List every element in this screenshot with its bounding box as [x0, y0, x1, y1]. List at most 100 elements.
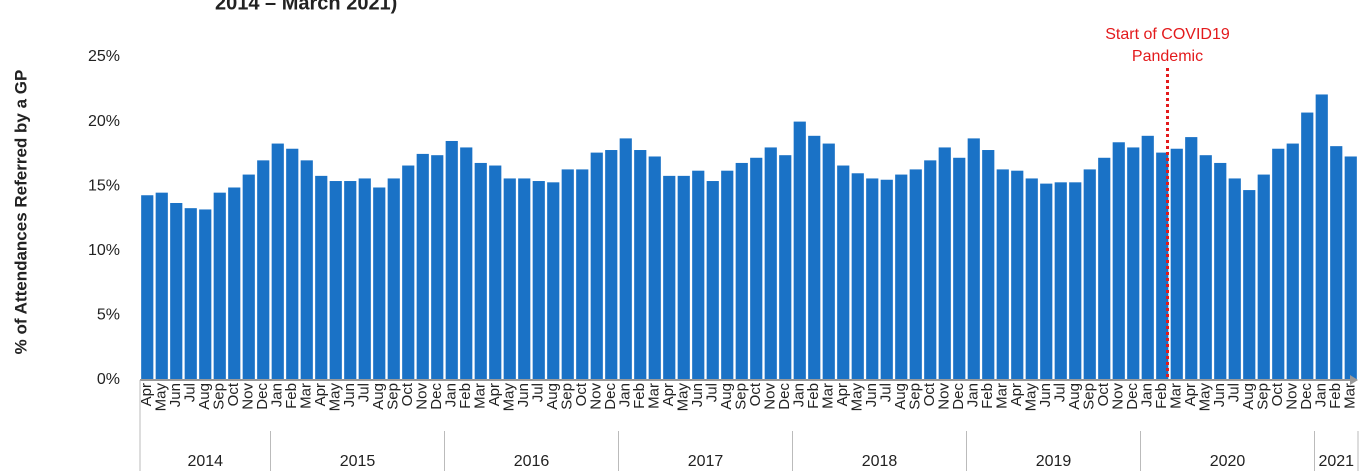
x-tick-label: Nov — [414, 383, 431, 410]
x-tick-label: May — [675, 383, 692, 412]
x-tick-label: Apr — [312, 383, 329, 406]
x-tick-label: Oct — [225, 382, 242, 406]
x-tick-label: Apr — [1008, 383, 1025, 406]
annotation-text: Pandemic — [1132, 48, 1203, 65]
x-tick-label: Jun — [689, 383, 706, 407]
bar — [561, 169, 574, 380]
bar — [1243, 190, 1256, 380]
x-tick-label: Sep — [211, 383, 228, 410]
x-tick-label: Aug — [1240, 383, 1257, 410]
bar — [315, 175, 328, 380]
x-tick-label: Jun — [1211, 383, 1228, 407]
x-tick-label: Jul — [182, 383, 199, 402]
bar — [1098, 157, 1111, 380]
bar — [677, 175, 690, 380]
x-tick-label: Sep — [733, 383, 750, 410]
bar — [300, 160, 313, 380]
bar — [402, 165, 415, 380]
x-tick-label: Mar — [472, 383, 489, 409]
x-tick-label: Sep — [907, 383, 924, 410]
x-tick-label: Aug — [1066, 383, 1083, 410]
x-tick-label: Jul — [878, 383, 895, 402]
bar — [1083, 169, 1096, 380]
x-tick-label: Jan — [617, 383, 634, 407]
x-tick-label: Jun — [167, 383, 184, 407]
bar — [1141, 135, 1154, 380]
x-axis-arrow — [1350, 375, 1358, 385]
bar — [619, 138, 632, 380]
bar — [474, 162, 487, 380]
x-tick-label: Oct — [399, 382, 416, 406]
bar — [692, 170, 705, 380]
x-tick-label: Nov — [1284, 383, 1301, 410]
x-tick-label: Jan — [443, 383, 460, 407]
y-tick-label: 20% — [88, 113, 120, 130]
bar — [1315, 94, 1328, 380]
bar — [851, 173, 864, 380]
bar — [213, 192, 226, 380]
x-tick-label: May — [1197, 383, 1214, 412]
x-tick-label: Oct — [573, 382, 590, 406]
bar — [141, 195, 154, 380]
x-tick-label: Mar — [298, 383, 315, 409]
bar — [329, 181, 342, 380]
x-tick-label: Mar — [646, 383, 663, 409]
x-tick-label: Feb — [631, 383, 648, 409]
bar — [460, 147, 473, 380]
bar — [1156, 152, 1169, 380]
year-label: 2015 — [340, 453, 376, 470]
bar — [532, 181, 545, 380]
bar — [634, 150, 647, 380]
x-tick-label: Aug — [892, 383, 909, 410]
bar — [1127, 147, 1140, 380]
year-label: 2019 — [1036, 453, 1072, 470]
bar — [1228, 178, 1241, 380]
x-tick-label: May — [501, 383, 518, 412]
bar — [924, 160, 937, 380]
bar — [1054, 182, 1067, 380]
x-tick-label: Dec — [1124, 383, 1141, 410]
x-tick-label: Nov — [1110, 383, 1127, 410]
bar — [1214, 162, 1227, 380]
bar — [373, 187, 386, 380]
bar — [764, 147, 777, 380]
x-tick-label: Aug — [196, 383, 213, 410]
x-tick-label: Nov — [240, 383, 257, 410]
bar — [895, 174, 908, 380]
x-tick-label: Mar — [820, 383, 837, 409]
bar — [518, 178, 531, 380]
x-tick-label: Jul — [356, 383, 373, 402]
x-tick-label: Jan — [269, 383, 286, 407]
x-tick-label: Jun — [1037, 383, 1054, 407]
x-tick-label: May — [153, 383, 170, 412]
bar — [286, 148, 299, 380]
bar — [503, 178, 516, 380]
x-tick-label: Sep — [1081, 383, 1098, 410]
bar — [242, 174, 255, 380]
x-tick-label: Sep — [385, 383, 402, 410]
x-tick-label: Sep — [1255, 383, 1272, 410]
bar — [489, 165, 502, 380]
x-tick-label: Feb — [457, 383, 474, 409]
x-tick-label: Jan — [1313, 383, 1330, 407]
bar — [880, 179, 893, 380]
bar — [735, 162, 748, 380]
x-tick-label: Dec — [1298, 383, 1315, 410]
year-label: 2018 — [862, 453, 898, 470]
bar — [837, 165, 850, 380]
x-tick-label: Jun — [515, 383, 532, 407]
x-tick-label: Mar — [1168, 383, 1185, 409]
x-tick-label: Apr — [486, 383, 503, 406]
year-label: 2021 — [1318, 453, 1354, 470]
bar — [199, 209, 212, 380]
x-tick-label: Jul — [1226, 383, 1243, 402]
bar — [967, 138, 980, 380]
bar — [1301, 112, 1314, 380]
bar — [387, 178, 400, 380]
x-tick-label: Jul — [1052, 383, 1069, 402]
bar — [1257, 174, 1270, 380]
x-tick-label: Feb — [1153, 383, 1170, 409]
bar — [706, 181, 719, 380]
bar — [909, 169, 922, 380]
x-tick-label: Oct — [1269, 382, 1286, 406]
